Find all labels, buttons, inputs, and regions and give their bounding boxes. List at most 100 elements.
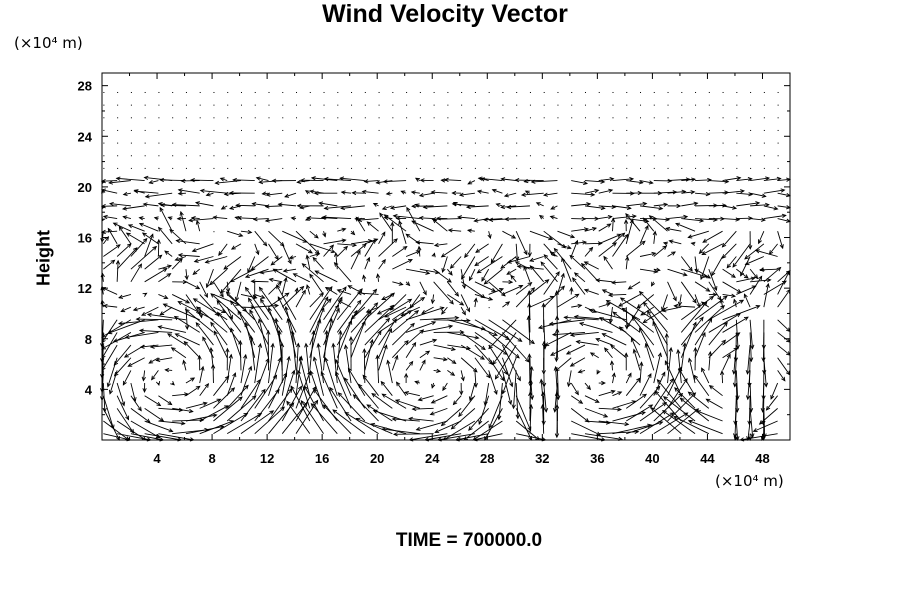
wind-arrow	[529, 117, 531, 119]
arrow-head	[236, 215, 242, 221]
wind-arrow	[322, 231, 327, 238]
wind-arrow	[612, 176, 635, 182]
arrow-shaft	[571, 203, 591, 207]
arrow-head	[566, 382, 572, 388]
arrow-shaft	[183, 360, 187, 371]
arrow-shaft	[185, 414, 217, 422]
arrow-head	[523, 250, 528, 256]
arrow-shaft	[189, 218, 214, 221]
wind-arrow	[777, 370, 786, 382]
arrow-head	[265, 192, 271, 197]
arrow-head	[115, 259, 121, 265]
arrow-head	[189, 437, 195, 442]
wind-arrow	[101, 344, 118, 372]
arrow-head	[228, 314, 233, 320]
arrow-head	[159, 437, 165, 442]
arrow-shaft	[653, 372, 666, 396]
arrow-shaft	[353, 394, 379, 422]
arrow-head	[592, 226, 598, 232]
wind-arrow	[687, 391, 710, 409]
wind-arrow	[323, 117, 325, 119]
wind-arrow	[661, 306, 682, 313]
arrow-shaft	[567, 370, 572, 387]
arrow-head	[451, 202, 457, 207]
arrow-head	[739, 299, 745, 304]
arrow-head	[286, 355, 291, 361]
wind-arrow	[236, 215, 255, 221]
arrow-head	[580, 262, 586, 268]
wind-arrow	[158, 104, 160, 106]
wind-arrow	[268, 342, 275, 384]
arrow-shaft	[172, 204, 200, 207]
wind-arrow	[477, 176, 503, 182]
wind-arrow	[604, 347, 613, 359]
arrow-head	[312, 356, 317, 362]
wind-arrow	[612, 391, 623, 397]
arrow-head	[405, 233, 411, 238]
wind-arrow	[350, 230, 356, 236]
arrow-head	[597, 241, 603, 246]
arrow-head	[657, 352, 662, 358]
wind-arrow	[571, 117, 573, 119]
wind-arrow	[194, 201, 214, 207]
wind-arrow	[652, 321, 668, 358]
arrow-shaft	[295, 371, 311, 409]
wind-arrow	[570, 382, 579, 396]
wind-arrow	[158, 167, 160, 169]
arrow-head	[337, 392, 343, 397]
wind-arrow	[488, 167, 490, 169]
arrow-shaft	[276, 284, 297, 320]
wind-arrow	[193, 256, 214, 263]
arrow-shaft	[350, 240, 372, 245]
arrow-shaft	[185, 269, 188, 280]
wind-arrow	[309, 167, 311, 169]
arrow-head	[155, 380, 161, 386]
arrow-head	[582, 240, 588, 245]
arrow-head	[687, 234, 693, 239]
arrow-shaft	[543, 243, 556, 257]
arrow-shaft	[268, 243, 279, 260]
arrow-head	[238, 396, 243, 401]
wind-arrow	[612, 167, 614, 169]
arrow-shaft	[612, 218, 614, 232]
arrow-shaft	[475, 243, 489, 253]
wind-arrow	[687, 357, 696, 384]
arrow-shaft	[750, 192, 766, 197]
arrow-head	[494, 374, 500, 380]
wind-arrow	[323, 296, 343, 333]
arrow-shaft	[653, 218, 670, 221]
arrow-shaft	[350, 321, 366, 358]
wind-arrow	[653, 371, 666, 396]
arrow-head	[407, 259, 413, 264]
arrow-head	[313, 399, 319, 405]
wind-arrow	[378, 129, 380, 131]
wind-arrow	[735, 420, 740, 442]
arrow-shaft	[625, 393, 647, 409]
arrow-head	[583, 180, 589, 186]
arrow-shaft	[571, 241, 587, 245]
wind-arrow	[475, 243, 489, 253]
arrow-shaft	[142, 370, 146, 381]
wind-arrow	[749, 408, 755, 439]
wind-arrow	[777, 142, 779, 144]
arrow-shaft	[763, 189, 785, 194]
arrow-shaft	[150, 344, 173, 348]
wind-arrow	[250, 279, 269, 284]
arrow-shaft	[488, 344, 508, 375]
arrow-head	[651, 251, 657, 257]
arrow-head	[101, 216, 106, 222]
arrow-shaft	[265, 205, 283, 208]
arrow-shaft	[478, 395, 490, 425]
wind-arrow	[466, 228, 475, 233]
wind-arrow	[364, 104, 366, 106]
wind-arrow	[240, 305, 256, 310]
arrow-shaft	[178, 192, 186, 195]
wind-arrow	[598, 129, 600, 131]
wind-arrow	[552, 383, 558, 413]
wind-arrow	[375, 273, 381, 282]
wind-arrow	[351, 167, 353, 169]
arrow-head	[450, 424, 456, 430]
wind-arrow	[144, 129, 146, 131]
wind-arrow	[452, 395, 462, 406]
arrow-shaft	[213, 294, 240, 306]
